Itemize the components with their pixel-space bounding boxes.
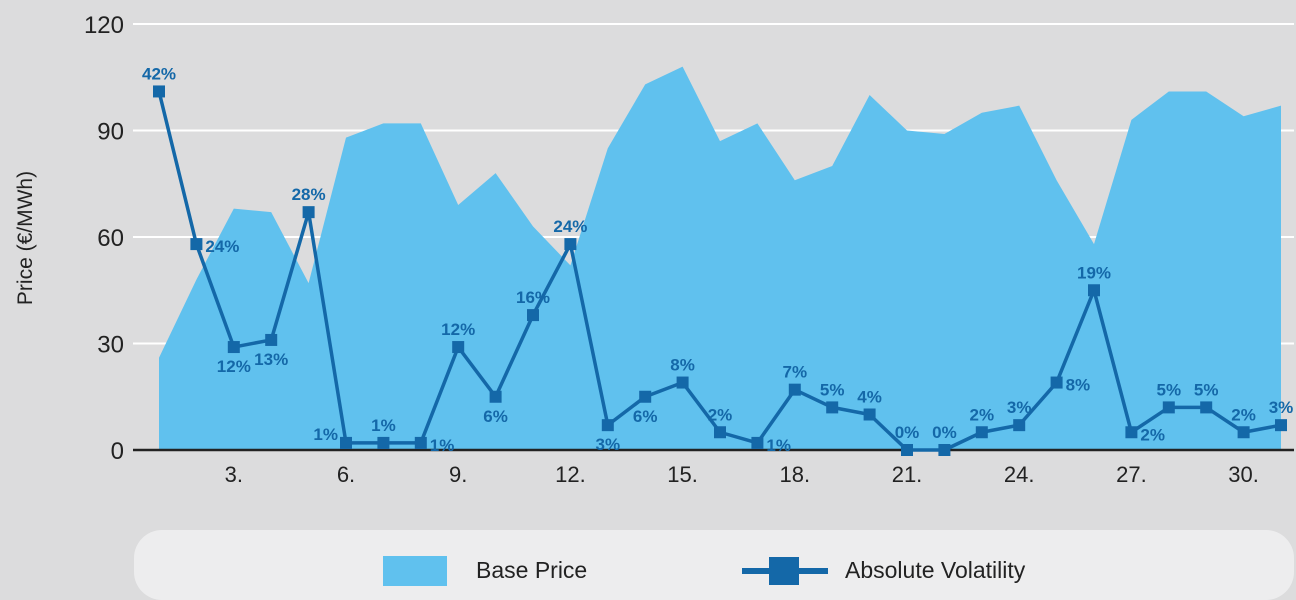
x-tick-label-30: 30. — [1228, 462, 1259, 487]
data-label-29: 5% — [1194, 380, 1219, 399]
data-label-19: 5% — [820, 380, 845, 399]
volatility-marker-11 — [527, 309, 539, 322]
data-label-3: 12% — [217, 357, 251, 376]
data-label-16: 2% — [708, 405, 733, 424]
volatility-marker-25 — [1050, 376, 1063, 389]
y-axis-label: Price (€/MWh) — [14, 171, 37, 305]
volatility-marker-22 — [938, 444, 951, 456]
x-tick-label-15: 15. — [667, 462, 698, 487]
volatility-marker-17 — [751, 436, 764, 449]
legend — [134, 530, 1294, 600]
x-tick-label-6: 6. — [337, 462, 355, 487]
x-tick-label-9: 9. — [449, 462, 467, 487]
volatility-marker-18 — [788, 383, 801, 396]
y-tick-label-120: 120 — [84, 12, 124, 39]
data-label-25: 8% — [1066, 376, 1091, 395]
data-label-20: 4% — [857, 388, 882, 407]
volatility-marker-8 — [414, 436, 427, 449]
base-price-area — [159, 66, 1281, 450]
data-label-8: 1% — [430, 436, 455, 455]
volatility-marker-12 — [564, 238, 577, 251]
data-label-17: 1% — [766, 436, 791, 455]
data-labels: 42%24%12% 13%28%1% 1%1%12%6%16%24%3%6%8%2%… — [142, 64, 1293, 454]
data-label-31: 3% — [1269, 398, 1294, 417]
legend-swatch-volatility — [742, 554, 828, 588]
y-tick-label-0: 0 — [111, 438, 124, 465]
x-tick-label-24: 24. — [1004, 462, 1035, 487]
volatility-marker-1 — [153, 85, 165, 98]
volatility-marker-30 — [1237, 426, 1250, 439]
volatility-marker-29 — [1200, 401, 1213, 414]
volatility-marker-21 — [901, 444, 913, 456]
volatility-marker-20 — [863, 408, 876, 421]
data-label-27: 2% — [1140, 425, 1165, 444]
volatility-marker-31 — [1275, 419, 1287, 432]
volatility-marker-14 — [639, 390, 652, 403]
data-label-21: 0% — [895, 423, 920, 442]
volatility-marker-7 — [377, 436, 390, 449]
data-label-4: 13% — [254, 350, 288, 369]
data-label-14: 6% — [633, 407, 658, 426]
volatility-marker-9 — [452, 341, 465, 354]
y-tick-label-90: 90 — [97, 119, 124, 146]
y-tick-label-60: 60 — [97, 225, 124, 252]
data-label-22: 0% — [932, 423, 957, 442]
x-tick-label-18: 18. — [780, 462, 811, 487]
data-label-6: 1% — [313, 425, 338, 444]
volatility-marker-4 — [265, 333, 278, 346]
y-tick-label-30: 30 — [97, 332, 124, 359]
volatility-marker-6 — [340, 436, 352, 449]
x-tick-label-21: 21. — [892, 462, 923, 487]
x-tick-label-12: 12. — [555, 462, 586, 487]
volatility-marker-24 — [1013, 419, 1026, 432]
volatility-marker-13 — [601, 419, 614, 432]
data-label-15: 8% — [670, 356, 695, 375]
data-label-23: 2% — [970, 405, 995, 424]
data-label-11: 16% — [516, 288, 550, 307]
data-label-2: 24% — [205, 237, 239, 256]
volatility-marker-15 — [676, 376, 689, 389]
volatility-marker-27 — [1125, 426, 1138, 439]
volatility-line-group — [153, 85, 1287, 456]
data-label-5: 28% — [292, 185, 326, 204]
volatility-marker-10 — [489, 390, 502, 403]
data-label-12: 24% — [553, 217, 587, 236]
legend-swatch-base-price — [383, 556, 447, 586]
volatility-marker-3 — [227, 341, 240, 354]
data-label-7: 1% — [371, 416, 396, 435]
data-label-13: 3% — [596, 435, 621, 454]
volatility-marker-28 — [1162, 401, 1175, 414]
data-label-24: 3% — [1007, 398, 1032, 417]
volatility-marker-5 — [302, 206, 315, 219]
base-price-area-group — [159, 66, 1281, 450]
data-label-1: 42% — [142, 64, 176, 83]
axes: 0 30 60 90 120 3. 6. 9. 12. 15. 18. 21. 24. 27. 30. — [84, 12, 1294, 487]
volatility-marker-19 — [826, 401, 839, 414]
volatility-marker-26 — [1088, 284, 1100, 297]
chart-canvas: 0 30 60 90 120 3. 6. 9. 12. 15. 18. 21. 24. 27. 30. 42… — [14, 12, 1294, 487]
legend-label-base-price: Base Price — [476, 557, 588, 583]
volatility-marker-23 — [975, 426, 988, 439]
data-label-26: 19% — [1077, 263, 1111, 282]
volatility-marker-2 — [190, 238, 203, 251]
data-label-30: 2% — [1231, 405, 1256, 424]
data-label-9: 12% — [441, 320, 475, 339]
data-label-10: 6% — [483, 407, 508, 426]
x-tick-label-27: 27. — [1116, 462, 1147, 487]
legend-label-volatility: Absolute Volatility — [845, 557, 1026, 583]
volatility-marker-16 — [714, 426, 726, 439]
data-label-18: 7% — [783, 363, 808, 382]
data-label-28: 5% — [1157, 380, 1182, 399]
x-tick-label-3: 3. — [225, 462, 243, 487]
